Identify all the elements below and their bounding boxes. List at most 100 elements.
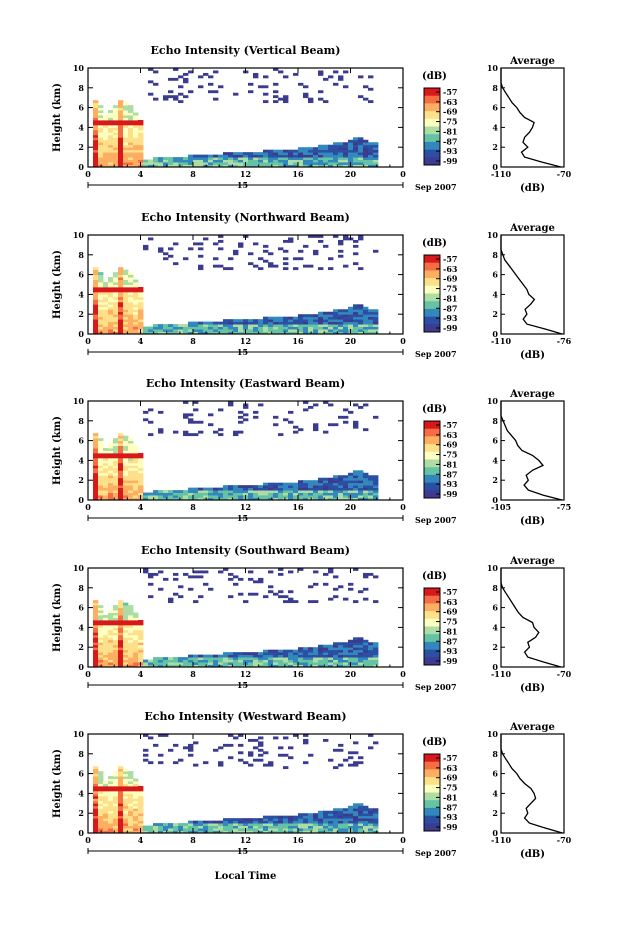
heatmap-cell: [213, 331, 219, 335]
heatmap-cell: [143, 828, 149, 831]
heatmap-cell: [363, 664, 369, 668]
heatmap-cell: [118, 647, 124, 651]
heatmap-cell: [128, 465, 134, 469]
heatmap-cell: [93, 659, 99, 663]
heatmap-cell: [313, 154, 319, 158]
heatmap-cell: [123, 324, 129, 327]
heatmap-cell: [328, 758, 334, 762]
heatmap-cell: [93, 470, 99, 474]
heatmap-cell: [138, 132, 144, 136]
heatmap-cell: [123, 282, 129, 285]
heatmap-cell: [163, 164, 169, 168]
heatmap-cell: [283, 657, 289, 660]
heatmap-cell: [118, 472, 124, 476]
heatmap-cell: [128, 134, 134, 138]
heatmap-cell: [318, 311, 324, 315]
heatmap-cell: [343, 70, 349, 74]
heatmap-cell: [98, 274, 104, 278]
heatmap-cell: [118, 286, 124, 290]
heatmap-cell: [118, 619, 124, 623]
heatmap-cell: [158, 761, 164, 765]
heatmap-cell: [98, 159, 104, 163]
heatmap-cell: [98, 324, 104, 327]
heatmap-cell: [98, 607, 104, 611]
heatmap-cell: [348, 751, 354, 755]
heatmap-cell: [158, 828, 164, 831]
heatmap-cell: [123, 768, 129, 772]
heatmap-cell: [138, 472, 144, 476]
heatmap-cell: [133, 497, 139, 501]
heatmap-cell: [103, 289, 109, 293]
heatmap-cell: [313, 825, 319, 829]
heatmap-cell: [248, 329, 254, 332]
heatmap-cell: [248, 152, 254, 156]
colorbar-swatch: [424, 634, 440, 643]
heatmap-cell: [173, 331, 179, 335]
heatmap-cell: [93, 610, 99, 613]
heatmap-cell: [93, 149, 99, 153]
heatmap-cell: [108, 301, 114, 305]
heatmap-cell: [338, 157, 344, 160]
heatmap-cell: [233, 326, 239, 330]
heatmap-cell: [158, 492, 164, 496]
heatmap-cell: [238, 410, 244, 414]
heatmap-cell: [188, 490, 194, 493]
heatmap-cell: [118, 134, 124, 138]
heatmap-cell: [213, 497, 219, 501]
heatmap-cell: [103, 299, 109, 303]
heatmap-cell: [163, 157, 169, 160]
heatmap-cell: [238, 157, 244, 160]
heatmap-cell: [148, 497, 154, 501]
heatmap-cell: [178, 490, 184, 493]
heatmap-cell: [353, 828, 359, 831]
heatmap-cell: [233, 820, 239, 824]
heatmap-cell: [363, 639, 369, 643]
heatmap-cell: [353, 568, 359, 571]
heatmap-cell: [223, 825, 229, 829]
heatmap-cell: [363, 85, 369, 89]
heatmap-cell: [238, 577, 244, 581]
heatmap-cell: [233, 825, 239, 829]
heatmap-cell: [288, 485, 294, 489]
heatmap-cell: [253, 319, 259, 323]
profile-line: [500, 235, 563, 335]
heatmap-cell: [133, 639, 139, 643]
heatmap-cell: [198, 825, 204, 829]
heatmap-cell: [233, 430, 239, 434]
heatmap-cell: [343, 157, 349, 160]
profile-line: [500, 734, 563, 834]
heatmap-cell: [138, 803, 144, 807]
heatmap-cell: [338, 321, 344, 325]
heatmap-cell: [248, 820, 254, 824]
heatmap-cell: [213, 662, 219, 665]
heatmap-cell: [348, 316, 354, 320]
heatmap-cell: [358, 808, 364, 812]
heatmap-cell: [123, 107, 129, 111]
heatmap-cell: [203, 662, 209, 665]
heatmap-cell: [308, 652, 314, 656]
heatmap-cell: [353, 423, 359, 427]
heatmap-cell: [138, 790, 144, 794]
heatmap-cell: [268, 825, 274, 829]
heatmap-cell: [113, 144, 119, 148]
heatmap-cell: [93, 615, 99, 618]
heatmap-cell: [133, 642, 139, 646]
heatmap-cell: [103, 164, 109, 168]
heatmap-cell: [313, 490, 319, 493]
heatmap-cell: [118, 157, 124, 160]
heatmap-cell: [248, 492, 254, 496]
heatmap-cell: [253, 164, 259, 168]
heatmap-cell: [228, 401, 234, 404]
heatmap-cell: [128, 813, 134, 817]
heatmap-cell: [168, 825, 174, 829]
heatmap-cell: [273, 90, 279, 94]
heatmap-cell: [368, 326, 374, 330]
heatmap-cell: [343, 825, 349, 829]
heatmap-cell: [343, 495, 349, 498]
heatmap-cell: [333, 649, 339, 653]
heatmap-cell: [293, 818, 299, 822]
heatmap-cell: [93, 492, 99, 496]
heatmap-cell: [363, 495, 369, 498]
profile-x-label: (dB): [520, 683, 545, 694]
heatmap-cell: [188, 433, 194, 437]
